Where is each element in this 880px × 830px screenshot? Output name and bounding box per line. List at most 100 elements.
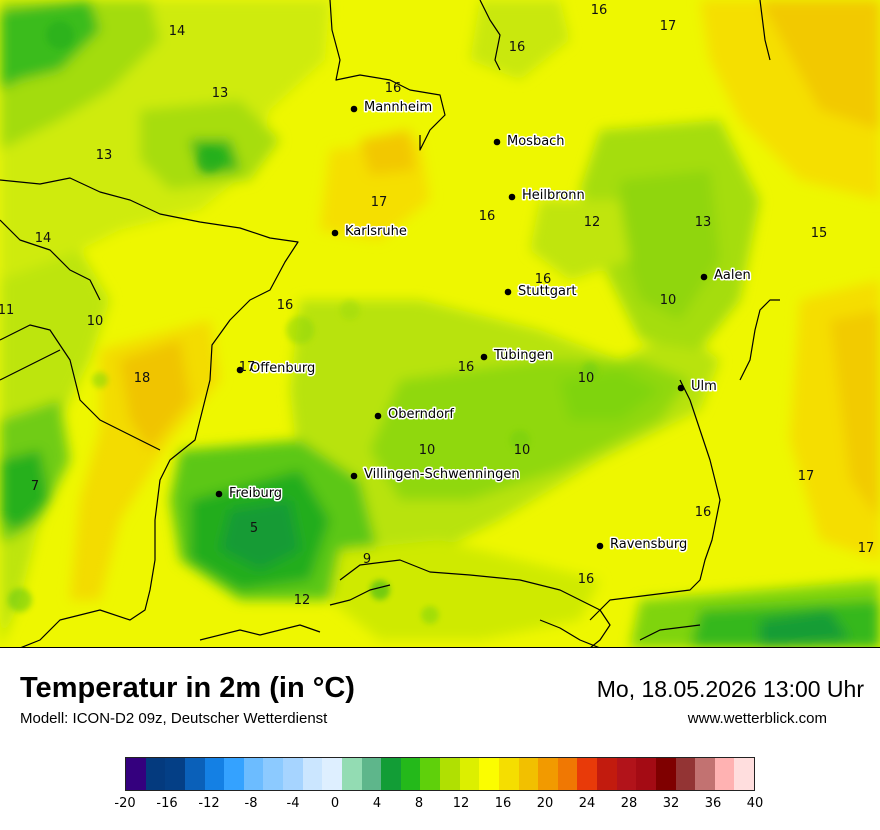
color-legend [125, 757, 755, 791]
legend-swatch [459, 758, 480, 790]
legend-tick: -8 [244, 796, 258, 811]
city-dot-stuttgart [504, 288, 512, 296]
temp-label: 16 [277, 298, 294, 313]
legend-swatch [224, 758, 244, 790]
city-label-offenburg[interactable]: Offenburg [249, 360, 317, 378]
legend-swatch [440, 758, 460, 790]
legend-tick: 8 [414, 796, 424, 811]
legend-tick: -4 [286, 796, 300, 811]
legend-swatch [577, 758, 597, 790]
temp-label: 16 [535, 272, 552, 287]
city-label-karlsruhe[interactable]: Karlsruhe [344, 223, 409, 241]
legend-swatch [479, 758, 499, 790]
city-dot-heilbronn [508, 193, 516, 201]
legend-swatch [145, 758, 166, 790]
temp-label: 17 [858, 541, 875, 556]
legend-tick: -20 [114, 796, 136, 811]
temp-label: 17 [239, 360, 256, 375]
city-label-freiburg[interactable]: Freiburg [228, 485, 284, 503]
temp-label: 17 [798, 469, 815, 484]
city-label-villingen[interactable]: Villingen-Schwenningen [363, 466, 522, 484]
website-link[interactable]: www.wetterblick.com [687, 710, 827, 727]
legend-tick: 24 [578, 796, 596, 811]
map-title: Temperatur in 2m (in °C) [20, 672, 355, 704]
legend-swatch [165, 758, 185, 790]
city-dot-karlsruhe [331, 229, 339, 237]
legend-tick: -16 [156, 796, 178, 811]
temp-label: 7 [31, 479, 39, 494]
map-footer: Temperatur in 2m (in °C) Modell: ICON-D2… [0, 648, 880, 830]
city-label-oberndorf[interactable]: Oberndorf [387, 406, 456, 424]
temperature-labels: 16 17 14 16 16 13 13 17 16 12 13 15 14 1… [0, 3, 874, 608]
temp-label: 17 [371, 195, 388, 210]
legend-swatch [655, 758, 676, 790]
temp-label: 10 [578, 371, 595, 386]
city-markers: Mannheim Mosbach Heilbronn Karlsruhe Aal… [215, 99, 753, 554]
temp-label: 10 [419, 443, 436, 458]
city-dot-freiburg [215, 490, 223, 498]
legend-tick: 20 [536, 796, 554, 811]
temp-label: 9 [363, 552, 371, 567]
legend-tick: 28 [620, 796, 638, 811]
city-dot-ravensburg [596, 542, 604, 550]
legend-swatch [557, 758, 578, 790]
temp-label: 18 [134, 371, 151, 386]
city-label-ulm[interactable]: Ulm [690, 378, 719, 396]
temp-label: 11 [0, 303, 14, 318]
temp-label: 12 [584, 215, 601, 230]
city-label-mosbach[interactable]: Mosbach [506, 133, 567, 151]
legend-tick: 16 [494, 796, 512, 811]
legend-tick: 0 [330, 796, 340, 811]
temp-label: 16 [479, 209, 496, 224]
city-label-stuttgart[interactable]: Stuttgart [517, 283, 578, 301]
temp-label: 17 [660, 19, 677, 34]
legend-swatch [597, 758, 617, 790]
legend-swatch [126, 758, 146, 790]
legend-tick: 4 [372, 796, 382, 811]
temp-label: 13 [212, 86, 229, 101]
legend-swatch [341, 758, 362, 790]
temp-label: 16 [591, 3, 608, 18]
temp-label: 13 [695, 215, 712, 230]
field-texture [8, 21, 598, 624]
legend-swatch [675, 758, 696, 790]
legend-tick: -12 [198, 796, 220, 811]
city-label-heilbronn[interactable]: Heilbronn [521, 187, 587, 205]
forecast-datetime: Mo, 18.05.2026 13:00 Uhr [596, 676, 864, 702]
city-label-tuebingen[interactable]: Tübingen [492, 347, 555, 365]
temp-label: 5 [250, 521, 258, 536]
legend-swatch [204, 758, 225, 790]
legend-swatch [616, 758, 637, 790]
legend-swatch [243, 758, 264, 790]
legend-swatch [498, 758, 519, 790]
legend-swatch [381, 758, 401, 790]
temp-label: 10 [87, 314, 104, 329]
temp-label: 16 [458, 360, 475, 375]
city-label-ravensburg[interactable]: Ravensburg [609, 536, 689, 554]
legend-swatch [420, 758, 440, 790]
city-dot-oberndorf [374, 412, 382, 420]
legend-swatch [283, 758, 303, 790]
legend-swatch [695, 758, 715, 790]
legend-tick: 12 [452, 796, 470, 811]
legend-tick: 40 [746, 796, 764, 811]
city-dot-tuebingen [480, 353, 488, 361]
temperature-map[interactable]: Mannheim Mosbach Heilbronn Karlsruhe Aal… [0, 0, 880, 648]
legend-swatch [361, 758, 382, 790]
legend-swatch [302, 758, 323, 790]
temperature-field [0, 0, 880, 647]
temp-label: 15 [811, 226, 828, 241]
city-label-aalen[interactable]: Aalen [713, 267, 753, 285]
legend-swatch [714, 758, 735, 790]
temp-label: 14 [169, 24, 186, 39]
temp-label: 10 [660, 293, 677, 308]
legend-swatch [263, 758, 283, 790]
temp-label: 16 [509, 40, 526, 55]
temp-label: 16 [695, 505, 712, 520]
city-label-mannheim[interactable]: Mannheim [363, 99, 434, 117]
legend-swatch [636, 758, 656, 790]
temp-label: 10 [514, 443, 531, 458]
temp-label: 13 [96, 148, 113, 163]
city-dot-ulm [677, 384, 685, 392]
legend-tick: 36 [704, 796, 722, 811]
